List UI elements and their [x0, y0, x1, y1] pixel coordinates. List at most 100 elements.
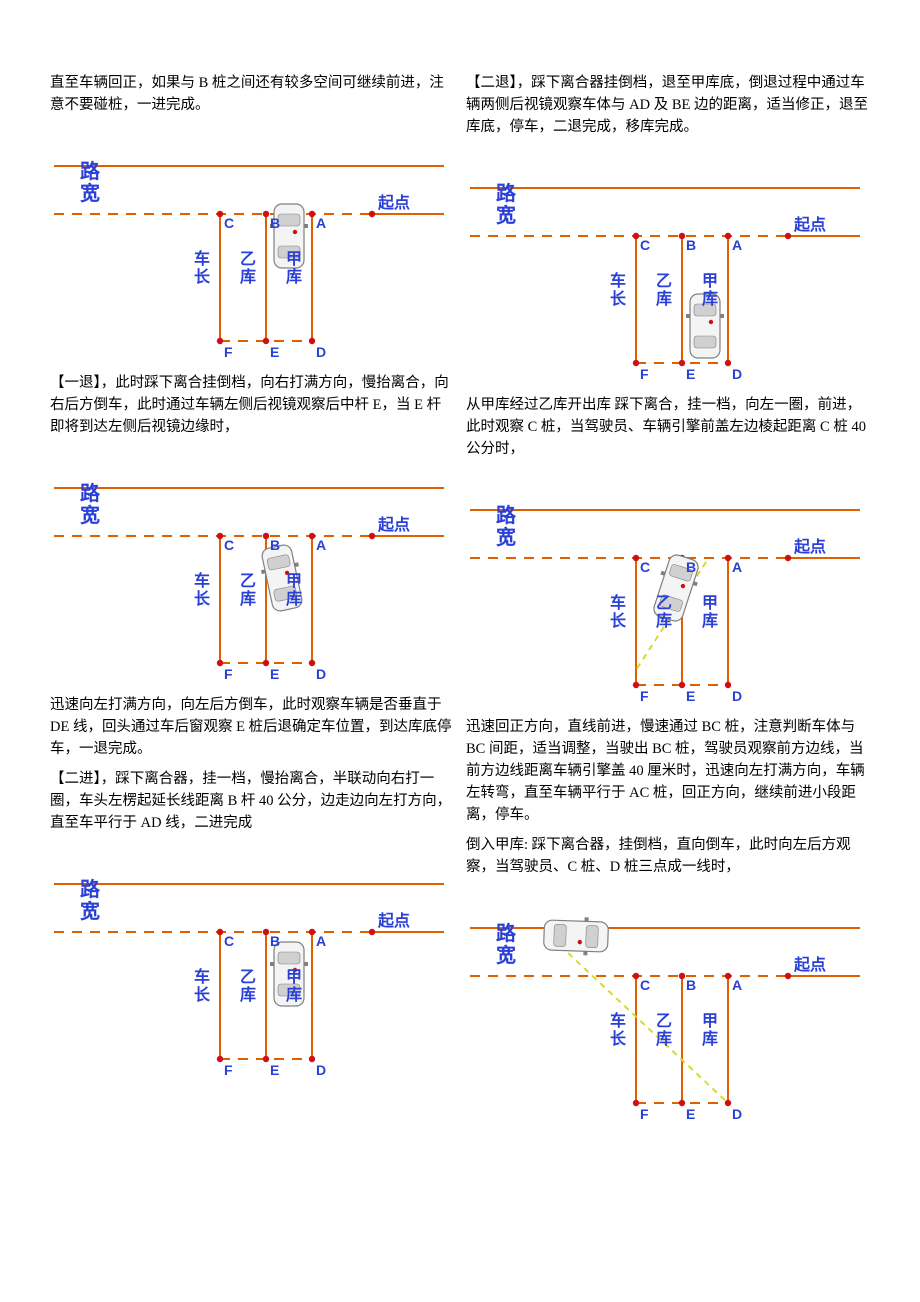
svg-text:B: B — [686, 237, 696, 253]
parking-diagram: 路宽车长乙库甲库起点CBAFED — [466, 148, 864, 382]
svg-text:宽: 宽 — [496, 525, 516, 549]
svg-text:A: A — [732, 559, 742, 575]
svg-text:A: A — [732, 977, 742, 993]
svg-text:宽: 宽 — [80, 899, 100, 923]
svg-text:B: B — [686, 977, 696, 993]
svg-text:路: 路 — [496, 503, 517, 527]
right-column: 【二退】，踩下离合器挂倒档，退至甲库底，倒退过程中通过车辆两侧后视镜观察车体与 … — [466, 70, 870, 1132]
svg-text:甲: 甲 — [702, 272, 718, 290]
svg-text:F: F — [640, 1106, 649, 1122]
paragraph: 迅速回正方向，直线前进，慢速通过 BC 桩，注意判断车体与 BC 间距，适当调整… — [466, 716, 870, 826]
svg-text:乙: 乙 — [656, 1013, 672, 1030]
parking-diagram: 路宽车长乙库甲库起点CBAFED — [466, 888, 864, 1122]
svg-text:F: F — [640, 366, 649, 382]
svg-text:车: 车 — [194, 249, 210, 268]
svg-text:库: 库 — [286, 589, 302, 608]
svg-text:起点: 起点 — [377, 911, 410, 930]
svg-text:库: 库 — [702, 289, 718, 308]
svg-text:乙: 乙 — [656, 595, 672, 612]
svg-text:库: 库 — [286, 267, 302, 286]
svg-text:甲: 甲 — [702, 594, 718, 612]
svg-text:F: F — [224, 344, 233, 360]
svg-text:E: E — [270, 1062, 279, 1078]
svg-text:甲: 甲 — [702, 1012, 718, 1030]
svg-text:宽: 宽 — [80, 503, 100, 527]
svg-text:库: 库 — [656, 289, 672, 308]
svg-text:车: 车 — [610, 271, 626, 290]
svg-text:乙: 乙 — [656, 273, 672, 290]
svg-text:乙: 乙 — [240, 969, 256, 986]
svg-text:宽: 宽 — [80, 181, 100, 205]
paragraph: 倒入甲库: 踩下离合器，挂倒档，直向倒车，此时向左后方观察，当驾驶员、C 桩、D… — [466, 834, 870, 878]
svg-text:D: D — [316, 344, 326, 360]
svg-text:起点: 起点 — [793, 537, 826, 556]
svg-text:D: D — [732, 688, 742, 704]
parking-diagram: 路宽车长乙库甲库起点CBAFED — [50, 448, 448, 682]
svg-text:C: C — [224, 537, 234, 553]
svg-text:起点: 起点 — [793, 955, 826, 974]
svg-text:A: A — [316, 537, 326, 553]
svg-text:起点: 起点 — [377, 193, 410, 212]
svg-text:C: C — [640, 977, 650, 993]
svg-text:E: E — [686, 366, 695, 382]
svg-text:长: 长 — [194, 267, 211, 286]
svg-text:F: F — [224, 1062, 233, 1078]
svg-text:E: E — [686, 688, 695, 704]
svg-text:库: 库 — [240, 985, 256, 1004]
svg-text:D: D — [316, 666, 326, 682]
svg-text:库: 库 — [240, 589, 256, 608]
svg-text:乙: 乙 — [240, 573, 256, 590]
svg-text:甲: 甲 — [286, 250, 302, 268]
svg-text:起点: 起点 — [793, 215, 826, 234]
svg-text:乙: 乙 — [240, 251, 256, 268]
svg-text:A: A — [732, 237, 742, 253]
svg-text:库: 库 — [240, 267, 256, 286]
svg-text:库: 库 — [702, 611, 718, 630]
paragraph: 【二退】，踩下离合器挂倒档，退至甲库底，倒退过程中通过车辆两侧后视镜观察车体与 … — [466, 72, 870, 138]
svg-text:E: E — [270, 666, 279, 682]
svg-text:宽: 宽 — [496, 943, 516, 967]
svg-text:A: A — [316, 215, 326, 231]
paragraph: 迅速向左打满方向，向左后方倒车，此时观察车辆是否垂直于 DE 线，回头通过车后窗… — [50, 694, 454, 760]
svg-text:长: 长 — [610, 1029, 627, 1048]
svg-text:B: B — [270, 215, 280, 231]
svg-text:D: D — [732, 366, 742, 382]
svg-text:B: B — [270, 537, 280, 553]
svg-text:C: C — [224, 215, 234, 231]
svg-text:F: F — [640, 688, 649, 704]
svg-text:B: B — [270, 933, 280, 949]
parking-diagram: 路宽车长乙库甲库起点CBAFED — [50, 126, 448, 360]
svg-text:库: 库 — [656, 611, 672, 630]
svg-text:C: C — [640, 559, 650, 575]
svg-text:路: 路 — [80, 481, 101, 505]
svg-text:路: 路 — [496, 181, 517, 205]
svg-text:D: D — [316, 1062, 326, 1078]
svg-text:B: B — [686, 559, 696, 575]
svg-text:甲: 甲 — [286, 572, 302, 590]
svg-text:A: A — [316, 933, 326, 949]
svg-text:E: E — [270, 344, 279, 360]
svg-text:车: 车 — [610, 1011, 626, 1030]
parking-diagram: 路宽车长乙库甲库起点CBAFED — [50, 844, 448, 1078]
svg-text:长: 长 — [610, 611, 627, 630]
svg-text:长: 长 — [194, 985, 211, 1004]
paragraph: 【一退】，此时踩下离合挂倒档，向右打满方向，慢抬离合，向右后方倒车，此时通过车辆… — [50, 372, 454, 438]
svg-text:C: C — [640, 237, 650, 253]
svg-text:库: 库 — [286, 985, 302, 1004]
svg-text:车: 车 — [194, 571, 210, 590]
svg-text:C: C — [224, 933, 234, 949]
svg-text:F: F — [224, 666, 233, 682]
paragraph: 从甲库经过乙库开出库 踩下离合，挂一档，向左一圈，前进，此时观察 C 桩，当驾驶… — [466, 394, 870, 460]
svg-text:车: 车 — [610, 593, 626, 612]
svg-text:长: 长 — [194, 589, 211, 608]
svg-text:长: 长 — [610, 289, 627, 308]
svg-text:库: 库 — [656, 1029, 672, 1048]
svg-text:路: 路 — [80, 877, 101, 901]
paragraph: 直至车辆回正，如果与 B 桩之间还有较多空间可继续前进，注意不要碰桩，一进完成。 — [50, 72, 454, 116]
svg-text:宽: 宽 — [496, 203, 516, 227]
svg-text:起点: 起点 — [377, 515, 410, 534]
svg-text:库: 库 — [702, 1029, 718, 1048]
svg-text:路: 路 — [80, 159, 101, 183]
svg-text:路: 路 — [496, 921, 517, 945]
svg-text:D: D — [732, 1106, 742, 1122]
